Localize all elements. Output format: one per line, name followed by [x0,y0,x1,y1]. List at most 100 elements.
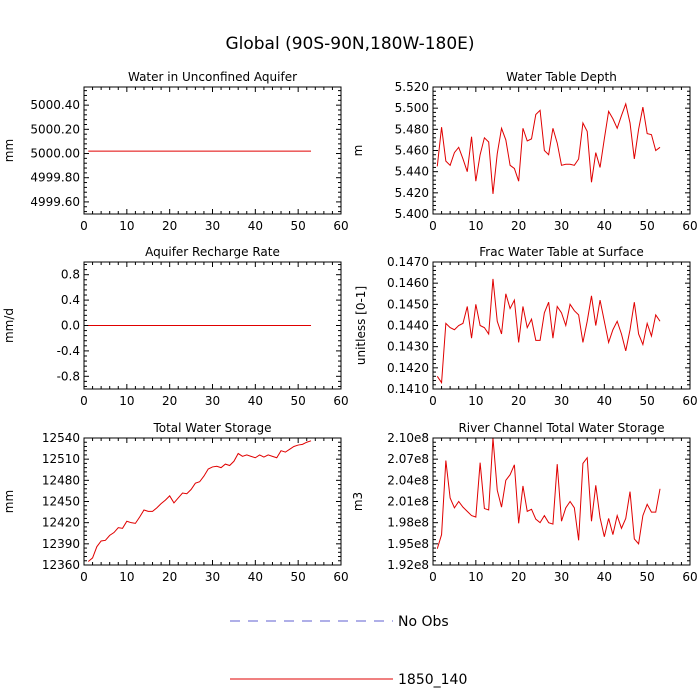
x-tick-label: 20 [162,570,177,584]
y-tick-label: 2.01e8 [387,495,429,509]
legend-label: No Obs [398,614,449,630]
x-tick-label: 0 [80,570,88,584]
x-tick-label: 40 [597,570,612,584]
y-tick-label: -0.4 [57,344,80,358]
y-tick-label: 5.500 [395,101,429,115]
x-tick-label: 20 [511,219,526,233]
x-tick-label: 0 [429,394,437,408]
y-tick-label: 5000.00 [30,147,80,161]
y-tick-label: 2.04e8 [387,473,429,487]
x-tick-label: 10 [119,570,134,584]
chart-panel-6: River Channel Total Water Storage m3 0 10 20… [351,421,698,584]
y-tick-label: 5000.20 [30,122,80,136]
plot-frame [83,261,342,390]
series-line-1 [436,278,661,385]
y-tick-label: 4999.60 [30,195,80,209]
chart-title: Aquifer Recharge Rate [145,245,280,259]
x-tick-label: 20 [162,394,177,408]
series-line-1 [436,437,661,549]
y-tick-label: 12420 [42,516,80,530]
y-tick-label: 0.1410 [387,382,429,396]
y-tick-label: 12480 [42,473,80,487]
page-title: Global (90S-90N,180W-180E) [225,34,475,54]
x-tick-label: 40 [248,219,263,233]
y-tick-label: 5.420 [395,186,429,200]
x-tick-label: 40 [248,394,263,408]
y-axis-label: mm/d [2,308,16,343]
chart-panel-3: Aquifer Recharge Rate mm/d 0 10 20 30 40 50 60 -0… [2,245,349,408]
chart-title: River Channel Total Water Storage [458,421,664,435]
plot-frame [83,437,342,566]
x-tick-label: 60 [333,219,348,233]
x-tick-label: 60 [333,570,348,584]
chart-panel-2: Water Table Depth m 0 10 20 30 40 50 60 5.400 5.42… [351,70,698,233]
y-axis-label: mm [2,490,16,513]
y-axis-label: m3 [351,492,365,511]
x-tick-label: 30 [554,570,569,584]
x-tick-label: 0 [80,394,88,408]
x-tick-label: 10 [468,570,483,584]
chart-title: Frac Water Table at Surface [479,245,643,259]
x-tick-label: 30 [205,394,220,408]
x-tick-label: 0 [80,219,88,233]
x-tick-label: 30 [205,570,220,584]
x-tick-label: 50 [640,570,655,584]
y-axis-label: m [351,145,365,157]
plot-frame [83,86,342,215]
x-tick-label: 30 [554,219,569,233]
x-tick-label: 50 [640,394,655,408]
y-tick-label: 0.1460 [387,276,429,290]
x-tick-label: 40 [597,394,612,408]
chart-title: Water in Unconfined Aquifer [128,70,297,84]
x-tick-label: 50 [291,394,306,408]
x-tick-label: 0 [429,219,437,233]
y-tick-label: 5000.40 [30,98,80,112]
x-tick-label: 40 [597,219,612,233]
x-tick-label: 10 [119,394,134,408]
series-line-1 [436,102,661,194]
x-tick-label: 50 [640,219,655,233]
chart-panel-4: Frac Water Table at Surface unitless [0-1… [354,245,698,408]
x-tick-label: 20 [511,394,526,408]
y-tick-label: 0.1430 [387,340,429,354]
x-tick-label: 60 [682,570,697,584]
y-tick-label: 0.4 [61,293,80,307]
y-tick-label: 1.95e8 [387,537,429,551]
legend-label: 1850_140 [398,672,467,688]
y-tick-label: 12510 [42,452,80,466]
x-tick-label: 60 [333,394,348,408]
y-tick-label: 0.1420 [387,361,429,375]
y-tick-label: 0.0 [61,319,80,333]
y-tick-label: 0.8 [61,268,80,282]
chart-panel-1: Water in Unconfined Aquifer mm 0 10 20 30 40 50… [2,70,349,233]
chart-title: Total Water Storage [152,421,271,435]
series-line-1 [87,440,312,562]
y-axis-label: mm [2,139,16,162]
x-tick-label: 50 [291,570,306,584]
y-tick-label: 12540 [42,431,80,445]
x-tick-label: 60 [682,219,697,233]
legend: No Obs 1850_140 [230,614,467,688]
x-tick-label: 30 [205,219,220,233]
y-tick-label: 12450 [42,495,80,509]
y-tick-label: 1.98e8 [387,516,429,530]
plot-frame [432,437,691,566]
x-tick-label: 30 [554,394,569,408]
x-tick-label: 60 [682,394,697,408]
x-tick-label: 10 [468,394,483,408]
y-tick-label: 12390 [42,537,80,551]
y-tick-label: 5.440 [395,165,429,179]
y-tick-label: 5.480 [395,122,429,136]
x-tick-label: 20 [162,219,177,233]
x-tick-label: 40 [248,570,263,584]
x-tick-label: 10 [468,219,483,233]
x-tick-label: 50 [291,219,306,233]
plot-frame [432,261,691,390]
chart-panel-5: Total Water Storage mm 0 10 20 30 40 50 60 12360 1… [2,421,349,584]
x-tick-label: 20 [511,570,526,584]
y-tick-label: 1.92e8 [387,558,429,572]
y-tick-label: 5.400 [395,207,429,221]
y-tick-label: 5.520 [395,80,429,94]
y-tick-label: 0.1470 [387,255,429,269]
